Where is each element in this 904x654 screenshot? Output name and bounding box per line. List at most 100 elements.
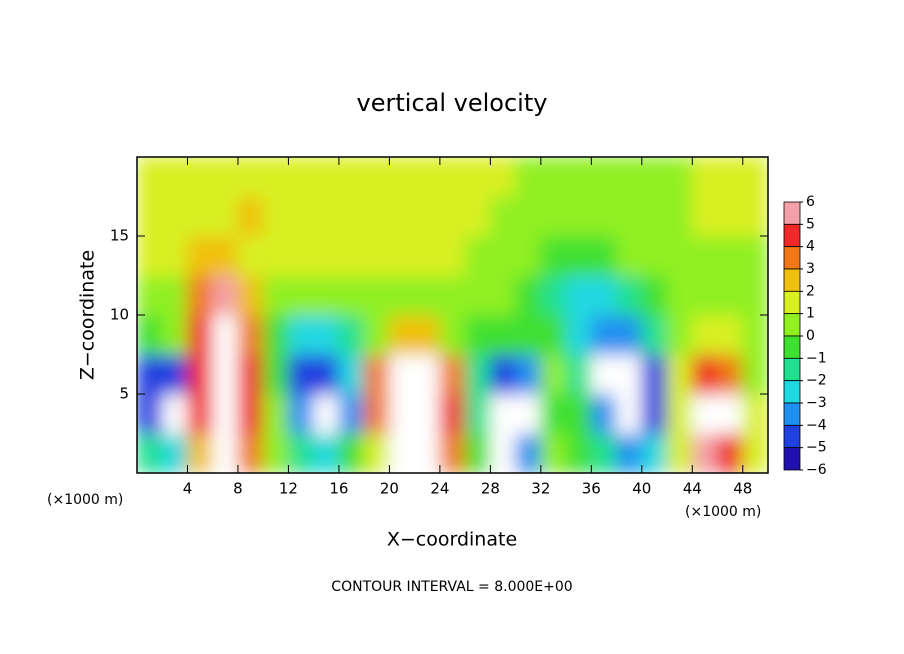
cell [464, 354, 491, 395]
cell [540, 314, 567, 355]
cell [641, 393, 668, 434]
y-tick-label: 5 [119, 385, 129, 403]
colorbar-label: −1 [806, 350, 827, 366]
cell [540, 235, 567, 276]
cell [262, 314, 289, 355]
x-unit: (×1000 m) [685, 504, 761, 520]
cell [338, 433, 365, 473]
cell [742, 354, 768, 395]
cell [515, 433, 542, 473]
cell [742, 275, 768, 316]
cell [186, 354, 214, 395]
colorbar-swatch [783, 223, 801, 248]
cell [742, 314, 768, 355]
cell [590, 196, 618, 237]
cell [338, 354, 365, 395]
cell [590, 275, 618, 316]
cell [641, 433, 668, 473]
cell [262, 196, 289, 237]
cell [287, 275, 315, 316]
cell [515, 393, 542, 434]
colorbar-label: −2 [806, 373, 827, 389]
cell [212, 354, 239, 395]
cell [540, 275, 567, 316]
cell [515, 157, 542, 197]
colorbar-label: −5 [806, 440, 827, 456]
cell [262, 157, 289, 197]
cell [161, 157, 188, 197]
cell [137, 354, 163, 395]
cell [691, 354, 719, 395]
cell [363, 314, 390, 355]
cell [691, 393, 719, 434]
cell [262, 235, 289, 276]
cell [363, 354, 390, 395]
cell [439, 157, 466, 197]
cell [717, 235, 744, 276]
cell [186, 275, 214, 316]
cell [262, 393, 289, 434]
cell [287, 196, 315, 237]
colorbar: 6 5 4 3 2 1 0 −1 −2 −3 −4 −5 −6 [783, 194, 827, 478]
cell [616, 275, 643, 316]
colorbar-swatch [783, 290, 801, 315]
cell [641, 354, 668, 395]
cell [287, 157, 315, 197]
cell [313, 196, 340, 237]
cell [186, 314, 214, 355]
cell [666, 354, 693, 395]
cell [515, 196, 542, 237]
cell [489, 393, 517, 434]
colorbar-label: −3 [806, 395, 827, 411]
cell [464, 196, 491, 237]
cell [137, 157, 163, 197]
cell [237, 354, 264, 395]
cell [363, 275, 390, 316]
cell [489, 314, 517, 355]
cell [666, 157, 693, 197]
cell [489, 275, 517, 316]
cell [237, 314, 264, 355]
cell [212, 314, 239, 355]
cell [691, 433, 719, 473]
cell [388, 433, 416, 473]
cell [540, 393, 567, 434]
cell [137, 235, 163, 276]
cell [489, 433, 517, 473]
field [137, 157, 768, 473]
x-tick-label: 28 [481, 480, 500, 498]
cell [439, 393, 466, 434]
cell [540, 354, 567, 395]
colorbar-label: −6 [806, 462, 827, 478]
cell [287, 433, 315, 473]
colorbar-label: −4 [806, 417, 827, 433]
colorbar-swatch [783, 402, 801, 426]
cell [212, 393, 239, 434]
cell [691, 235, 719, 276]
cell [666, 196, 693, 237]
x-tick-label: 4 [183, 480, 193, 498]
cell [414, 157, 441, 197]
colorbar-label: 4 [806, 239, 815, 255]
cell [363, 235, 390, 276]
cell [262, 433, 289, 473]
cell [464, 275, 491, 316]
cell [137, 196, 163, 237]
cell [388, 275, 416, 316]
cell [565, 393, 592, 434]
cell [137, 275, 163, 316]
cell [237, 235, 264, 276]
cell [414, 393, 441, 434]
colorbar-swatch [783, 380, 801, 404]
cell [590, 433, 618, 473]
x-tick-label: 40 [632, 480, 651, 498]
colorbar-label: 6 [806, 194, 815, 210]
x-axis-title: X−coordinate [387, 529, 517, 551]
cell [237, 275, 264, 316]
cell [414, 314, 441, 355]
cell [616, 354, 643, 395]
cell [161, 354, 188, 395]
cell [565, 354, 592, 395]
cell [641, 275, 668, 316]
x-tick-label: 32 [531, 480, 550, 498]
